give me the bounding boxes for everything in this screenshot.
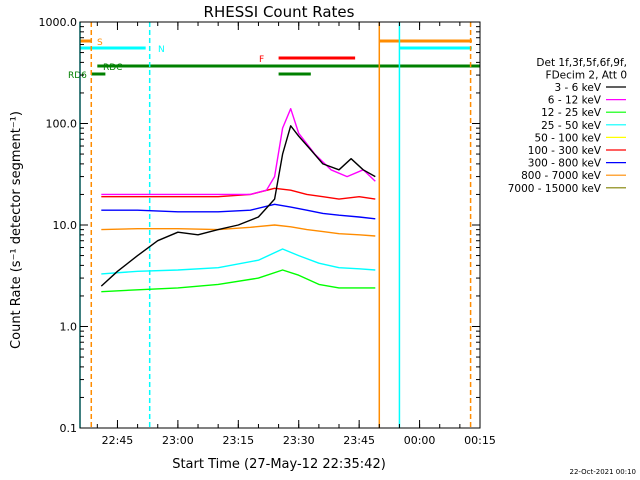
legend-label: 300 - 800 keV [528, 158, 602, 170]
timestamp-footer: 22-Oct-2021 00:10 [570, 468, 636, 476]
chart-title: RHESSI Count Rates [204, 3, 355, 21]
legend-header-line: Det 1f,3f,5f,6f,9f, [536, 57, 627, 69]
annotation-label: S [97, 38, 103, 48]
series-line [101, 248, 376, 275]
axes: 0.1 1.0 10.0 100.0 1000.0 22:45 23:00 23:15 23:3… [39, 16, 496, 447]
legend-header: Det 1f,3f,5f,6f,9f,FDecim 2, Att 0 [536, 57, 627, 82]
x-tick-label: 00:00 [404, 434, 436, 447]
legend-label: 3 - 6 keV [554, 82, 601, 94]
legend-label: 100 - 300 keV [528, 145, 602, 157]
legend-label: 50 - 100 keV [534, 132, 601, 144]
y-axis-label: Count Rate (s⁻¹ detector segment⁻¹) [9, 111, 24, 349]
y-tick-label: 100.0 [46, 118, 78, 131]
series-line [101, 187, 376, 200]
y-tick-label: 1.0 [60, 321, 78, 334]
x-tick-label: 22:45 [102, 434, 134, 447]
legend-label: 800 - 7000 keV [521, 170, 602, 182]
series-line [101, 203, 376, 220]
annotation-label: N [158, 45, 165, 55]
annotation-label: RD6 [68, 71, 87, 81]
y-tick-label: 1000.0 [39, 16, 78, 29]
x-axis-label: Start Time (27-May-12 22:35:42) [172, 457, 386, 472]
x-tick-label: 23:15 [222, 434, 254, 447]
series-line [101, 269, 376, 293]
y-tick-label: 10.0 [53, 219, 78, 232]
x-tick-label: 23:45 [343, 434, 375, 447]
x-tick-label: 23:00 [162, 434, 194, 447]
annotation-label: RDC [103, 63, 122, 73]
legend-label: 6 - 12 keV [548, 95, 602, 107]
annotation-label: F [259, 55, 264, 65]
legend-label: 12 - 25 keV [541, 107, 602, 119]
x-tick-label: 23:30 [283, 434, 315, 447]
x-tick-label: 00:15 [464, 434, 496, 447]
plot-area: S N F RDC RD6 [68, 22, 480, 428]
series-line [101, 224, 376, 237]
legend-header-line: FDecim 2, Att 0 [546, 70, 627, 82]
legend-label: 25 - 50 keV [541, 120, 602, 132]
series-line [100, 125, 376, 287]
legend-label: 7000 - 15000 keV [508, 183, 602, 195]
series-line [101, 107, 376, 196]
y-tick-label: 0.1 [60, 422, 78, 435]
